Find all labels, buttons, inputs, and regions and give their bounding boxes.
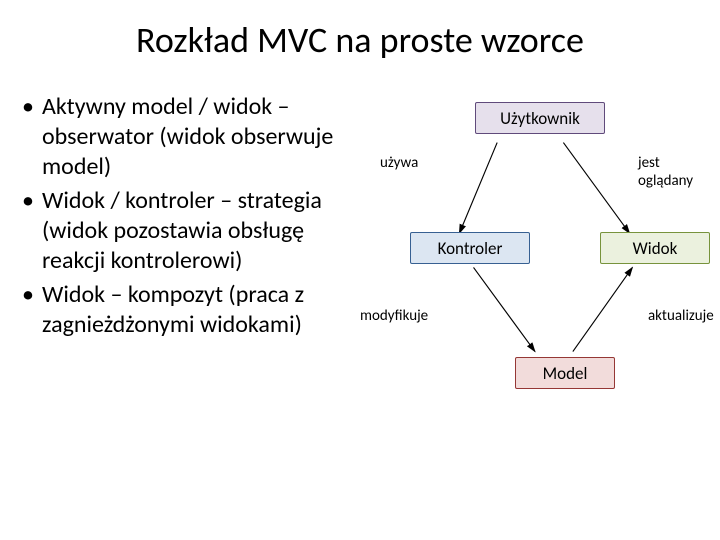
diagram-arrows bbox=[360, 92, 710, 492]
edge-label-uzywa: używa bbox=[380, 154, 418, 172]
list-item: Widok / kontroler – strategia (widok poz… bbox=[20, 186, 360, 276]
edge-label-modyfikuje: modyfikuje bbox=[360, 307, 428, 325]
node-controller: Kontroler bbox=[410, 232, 530, 264]
edge-label-aktualizuje: aktualizuje bbox=[648, 307, 714, 325]
node-user: Użytkownik bbox=[475, 102, 605, 134]
node-view: Widok bbox=[600, 232, 710, 264]
content-area: Aktywny model / widok – obserwator (wido… bbox=[0, 72, 720, 492]
page-title: Rozkład MVC na proste wzorce bbox=[0, 0, 720, 72]
edge-label-ogladany: jest oglądany bbox=[638, 154, 710, 190]
bullet-list: Aktywny model / widok – obserwator (wido… bbox=[20, 92, 360, 492]
mvc-diagram: Użytkownik Kontroler Widok Model używa j… bbox=[360, 92, 710, 492]
list-item: Aktywny model / widok – obserwator (wido… bbox=[20, 92, 360, 182]
node-model: Model bbox=[515, 357, 615, 389]
list-item: Widok – kompozyt (praca z zagnieżdżonymi… bbox=[20, 280, 360, 340]
